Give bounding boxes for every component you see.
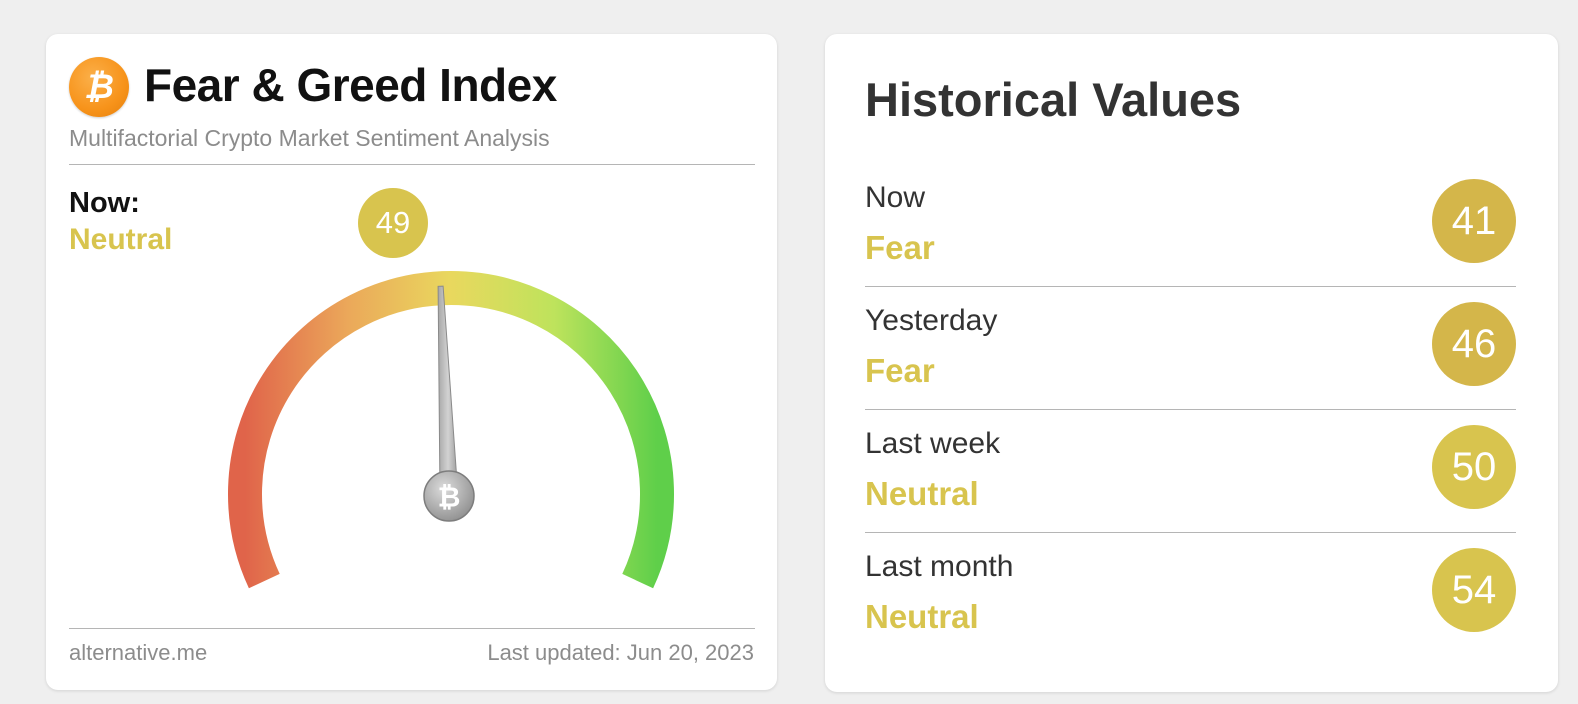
gauge-value-badge: 49 — [358, 188, 428, 258]
classification-label: Fear — [865, 352, 935, 389]
footer-divider — [69, 628, 755, 629]
period-label: Last week — [865, 427, 1001, 460]
classification-label: Neutral — [865, 475, 979, 512]
row-divider — [865, 286, 1516, 287]
period-label: Last month — [865, 550, 1014, 583]
gauge-hub-bitcoin-icon: ₿ — [423, 470, 475, 522]
card-title: Fear & Greed Index — [144, 59, 557, 111]
value-badge: 46 — [1432, 302, 1516, 386]
classification-label: Fear — [865, 229, 935, 266]
history-row-last-week: Last week Neutral 50 — [865, 425, 1516, 548]
historical-title: Historical Values — [865, 73, 1242, 126]
history-row-last-month: Last month Neutral 54 — [865, 548, 1516, 671]
bitcoin-icon: ₿ — [69, 57, 129, 117]
period-label: Yesterday — [865, 304, 998, 337]
now-label: Now: — [69, 187, 140, 219]
svg-text:₿: ₿ — [438, 481, 461, 514]
gauge-needle — [437, 285, 459, 497]
divider — [69, 164, 755, 165]
gauge-arc — [228, 271, 674, 589]
source-label: alternative.me — [69, 640, 208, 665]
card-subtitle: Multifactorial Crypto Market Sentiment A… — [69, 125, 550, 151]
historical-values-card: Historical Values Now Fear 41 Yesterday … — [825, 34, 1558, 692]
row-divider — [865, 409, 1516, 410]
classification-label: Neutral — [865, 598, 979, 635]
row-divider — [865, 532, 1516, 533]
value-badge: 54 — [1432, 548, 1516, 632]
history-row-now: Now Fear 41 — [865, 179, 1516, 302]
value-badge: 50 — [1432, 425, 1516, 509]
period-label: Now — [865, 181, 926, 214]
fear-greed-card: ₿ Fear & Greed Index Multifactorial Cryp… — [46, 34, 777, 690]
value-badge: 41 — [1432, 179, 1516, 263]
history-row-yesterday: Yesterday Fear 46 — [865, 302, 1516, 425]
last-updated: Last updated: Jun 20, 2023 — [487, 640, 754, 665]
now-classification: Neutral — [69, 223, 173, 256]
sentiment-gauge: ₿ — [228, 271, 674, 589]
